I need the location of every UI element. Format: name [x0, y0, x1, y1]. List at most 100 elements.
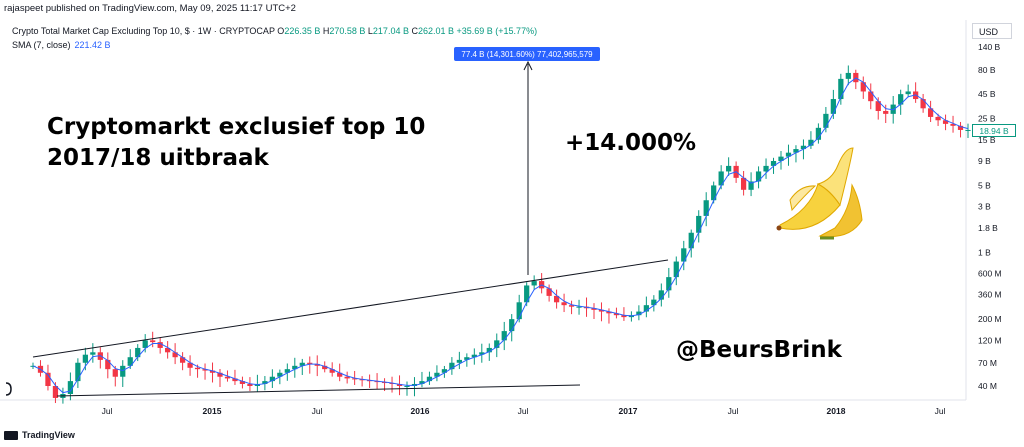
y-tick-label: 120 M: [978, 335, 1002, 345]
measure-arrow-icon: [523, 60, 533, 71]
candle-body: [845, 72, 851, 79]
candle-body: [441, 369, 448, 373]
last-price-badge-inner: [973, 125, 1015, 136]
candle-body: [329, 369, 335, 373]
publish-line: rajaspeet published on TradingView.com, …: [4, 3, 296, 14]
candle-body: [120, 365, 126, 377]
candle-body: [898, 94, 904, 105]
candle-body: [591, 308, 597, 310]
currency-selector[interactable]: USD: [972, 23, 1012, 39]
candle-body: [808, 139, 814, 146]
y-tick-label: 140 B: [978, 42, 1001, 52]
time-axis[interactable]: Jul 2015 Jul 2016 Jul 2017 Jul 2018 Jul: [102, 406, 946, 416]
candle-body: [823, 113, 829, 128]
candle-body: [82, 354, 88, 363]
candle-body: [426, 376, 433, 382]
candle-body: [105, 359, 111, 370]
sma-value: 221.42 B: [74, 40, 111, 50]
candle-body: [471, 354, 477, 358]
low-value: 217.04 B: [372, 26, 409, 36]
candle-body: [90, 352, 96, 355]
candle-body: [165, 347, 171, 353]
candle-body: [404, 386, 410, 387]
candle-body: [613, 313, 620, 316]
banana-icon: [776, 147, 863, 240]
candle-body: [247, 383, 253, 386]
y-tick-label: 9 B: [978, 156, 991, 166]
candle-body: [643, 305, 649, 312]
candle-body: [67, 381, 74, 394]
symbol-header: Crypto Total Market Cap Excluding Top 10…: [12, 26, 538, 36]
y-tick-label: 5 B: [978, 180, 991, 190]
measure-badge-text: 77.4 B (14,301.60%) 77,402,965,579: [461, 50, 593, 59]
candle-body: [658, 290, 664, 300]
candle-body: [965, 129, 971, 131]
candle-body: [561, 302, 567, 306]
candle-body: [546, 288, 552, 296]
change-value: +35.69 B (+15.77%): [456, 26, 538, 36]
sma-label: SMA (7, close): [12, 40, 71, 50]
candle-body: [905, 91, 911, 95]
open-value: 226.35 B: [284, 26, 321, 36]
candle-body: [524, 285, 530, 303]
upper-trendline[interactable]: [32, 259, 669, 358]
candle-body: [621, 315, 627, 318]
candle-body: [830, 99, 836, 114]
candle-body: [748, 181, 754, 190]
gain-label: +14.000%: [565, 130, 696, 156]
tradingview-logo[interactable]: TradingView: [4, 430, 75, 441]
y-tick-label: 80 B: [978, 65, 996, 75]
candle-body: [157, 342, 163, 348]
candle-body: [598, 309, 605, 312]
candle-body: [950, 123, 956, 126]
y-tick-label: 15 B: [978, 135, 996, 145]
scroll-marker-icon[interactable]: [5, 382, 12, 396]
candle-body: [636, 311, 642, 316]
candle-body: [935, 116, 941, 121]
candle-body: [957, 125, 964, 130]
candle-body: [194, 367, 201, 370]
candle-body: [209, 370, 216, 373]
candle-body: [75, 362, 81, 382]
candle-body: [531, 281, 537, 286]
price-axis[interactable]: 140 B 80 B 45 B 25 B 15 B 9 B 5 B 3 B 1.8 B 1 B 60…: [978, 42, 1002, 391]
x-tick-label: 2016: [411, 406, 430, 416]
candle-body: [688, 232, 694, 249]
candle-body: [606, 311, 612, 314]
last-price-text: 18.94 B: [979, 126, 1009, 136]
candle-body: [202, 369, 208, 371]
candle-body: [673, 261, 679, 278]
candle-body: [217, 372, 223, 377]
symbol-name[interactable]: Crypto Total Market Cap Excluding Top 10…: [12, 26, 275, 36]
candle-body: [224, 376, 231, 379]
candle-body: [666, 277, 672, 291]
candle-body: [419, 381, 425, 384]
lower-trendline[interactable]: [56, 384, 581, 397]
candle-body: [703, 200, 709, 216]
candle-body: [449, 362, 455, 370]
candle-body: [269, 376, 275, 382]
candle-body: [337, 372, 343, 377]
sma-header[interactable]: SMA (7, close) 221.42 B: [12, 40, 111, 50]
candle-body: [486, 347, 492, 353]
candle-body: [696, 215, 702, 233]
x-tick-label: Jul: [935, 406, 946, 416]
y-tick-label: 200 M: [978, 314, 1002, 324]
x-tick-label: 2015: [203, 406, 222, 416]
y-tick-label: 1 B: [978, 247, 991, 257]
candle-body: [726, 165, 732, 172]
candle-body: [883, 110, 889, 114]
candle-body: [576, 306, 582, 308]
sma-line: [32, 77, 969, 394]
candle-body: [322, 365, 328, 370]
candle-body: [179, 357, 186, 363]
x-tick-label: Jul: [728, 406, 739, 416]
y-tick-label: 40 M: [978, 381, 997, 391]
candle-body: [778, 156, 784, 162]
candle-body: [681, 248, 687, 262]
x-tick-label: Jul: [312, 406, 323, 416]
y-tick-label: 1.8 B: [978, 223, 998, 233]
close-value: 262.01 B: [417, 26, 454, 36]
